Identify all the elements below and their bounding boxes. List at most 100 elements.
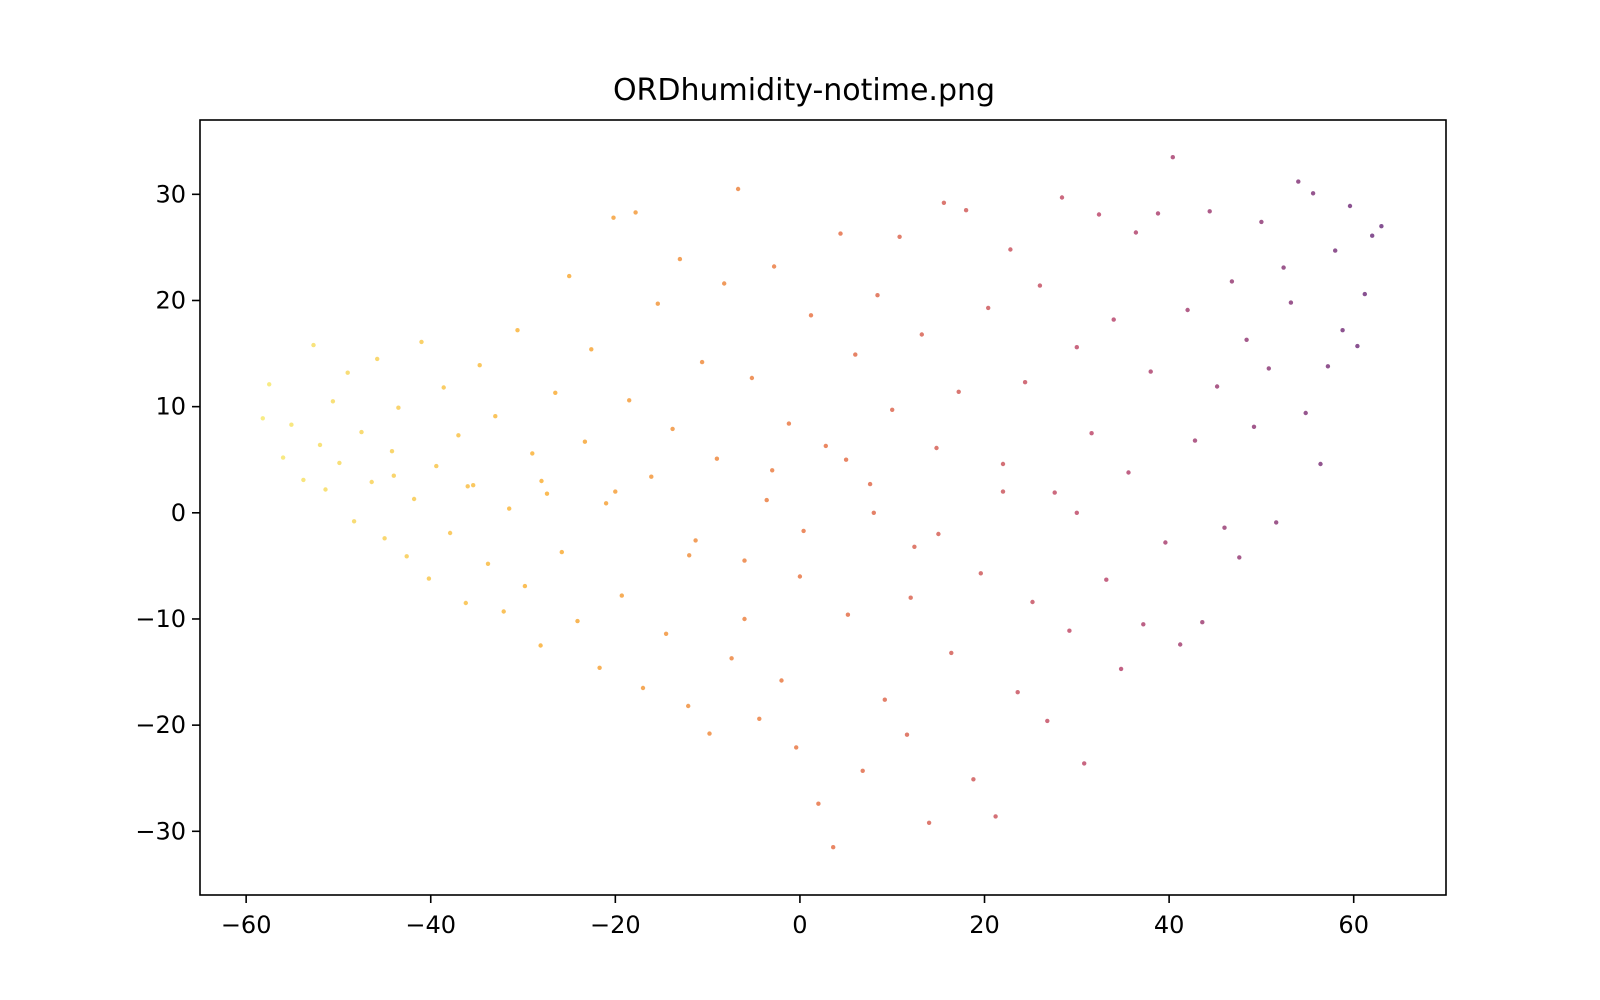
scatter-point <box>544 491 550 496</box>
scatter-point <box>351 519 357 524</box>
scatter-point <box>447 530 453 536</box>
scatter-point <box>301 477 306 483</box>
scatter-point <box>391 473 396 478</box>
scatter-point <box>375 356 380 362</box>
scatter-point <box>1192 438 1198 443</box>
scatter-point <box>831 845 836 850</box>
scatter-point <box>1008 247 1013 252</box>
scatter-point <box>742 616 747 622</box>
scatter-point <box>816 801 821 806</box>
scatter-point <box>1229 279 1235 284</box>
scatter-point <box>1170 155 1176 160</box>
x-tick-label: 20 <box>969 911 1000 939</box>
scatter-point <box>871 510 876 515</box>
scatter-point <box>801 528 806 534</box>
scatter-point <box>1200 620 1205 625</box>
scatter-point <box>786 421 792 426</box>
scatter-point <box>330 399 336 404</box>
y-tick-label: −30 <box>135 817 186 845</box>
x-tick-label: −60 <box>221 911 272 939</box>
scatter-point <box>1266 366 1272 371</box>
scatter-point <box>742 558 747 563</box>
scatter-point <box>1237 555 1242 560</box>
scatter-point <box>882 697 887 702</box>
scatter-point <box>369 479 374 485</box>
scatter-point <box>311 342 316 348</box>
scatter-point <box>687 553 692 558</box>
scatter-point <box>1037 283 1043 288</box>
scatter-point <box>1000 489 1006 494</box>
scatter-point <box>926 820 932 825</box>
scatter-point <box>382 536 387 541</box>
scatter-point <box>770 468 775 473</box>
scatter-point <box>1052 490 1057 495</box>
scatter-point <box>1148 369 1153 374</box>
x-tick-label: 40 <box>1154 911 1185 939</box>
scatter-point <box>260 416 265 421</box>
scatter-point <box>649 474 654 479</box>
scatter-point <box>640 685 646 691</box>
scatter-point <box>686 703 691 709</box>
scatter-point <box>867 481 873 487</box>
scatter-point <box>522 583 528 589</box>
scatter-point <box>1362 291 1368 297</box>
scatter-point <box>1379 224 1384 229</box>
y-tick-label: −10 <box>135 605 186 633</box>
scatter-point <box>1126 470 1131 475</box>
scatter-point <box>456 433 461 438</box>
scatter-point <box>936 531 941 537</box>
scatter-point <box>956 389 961 394</box>
scatter-point <box>949 650 954 656</box>
scatter-point <box>289 422 294 427</box>
scatter-point <box>567 273 572 279</box>
scatter-point <box>1030 599 1035 605</box>
x-tick-label: −20 <box>590 911 641 939</box>
scatter-point <box>823 443 828 449</box>
scatter-point <box>1141 622 1146 627</box>
scatter-point <box>1096 212 1102 217</box>
scatter-point <box>507 506 512 511</box>
scatter-point <box>1325 364 1331 369</box>
scatter-point <box>1015 690 1020 695</box>
scatter-point <box>693 538 698 543</box>
y-tick-label: 20 <box>155 286 186 314</box>
chart-title: ORDhumidity-notime.png <box>613 73 995 108</box>
scatter-point <box>1244 337 1249 342</box>
scatter-point <box>538 643 543 648</box>
y-tick-label: 10 <box>155 393 186 421</box>
scatter-point <box>1074 510 1080 515</box>
scatter-point <box>611 215 616 220</box>
scatter-point <box>613 489 618 494</box>
scatter-point <box>1207 209 1212 214</box>
scatter-point <box>729 656 734 661</box>
scatter-point <box>1281 265 1286 270</box>
scatter-point <box>411 496 417 502</box>
scatter-point <box>986 305 991 311</box>
scatter-point <box>477 363 482 368</box>
scatter-point <box>575 618 580 624</box>
scatter-point <box>501 609 506 614</box>
scatter-point <box>1355 343 1360 349</box>
scatter-point <box>897 234 902 239</box>
scatter-point <box>1333 248 1338 253</box>
scatter-point <box>619 593 624 598</box>
y-tick-label: 30 <box>155 180 186 208</box>
scatter-point <box>978 571 983 576</box>
scatter-point <box>515 328 520 333</box>
scatter-point <box>1347 203 1353 209</box>
scatter-point <box>1059 195 1065 200</box>
scatter-point <box>934 445 939 451</box>
scatter-point <box>337 460 342 466</box>
scatter-point <box>904 732 910 737</box>
scatter-point <box>670 426 675 432</box>
scatter-point <box>1045 718 1050 724</box>
scatter-point <box>1067 628 1072 633</box>
scatter-point <box>471 483 476 488</box>
scatter-point <box>539 478 544 484</box>
scatter-point <box>1082 761 1087 766</box>
scatter-point <box>267 382 272 387</box>
scatter-point <box>971 777 976 782</box>
scatter-point <box>323 487 328 492</box>
